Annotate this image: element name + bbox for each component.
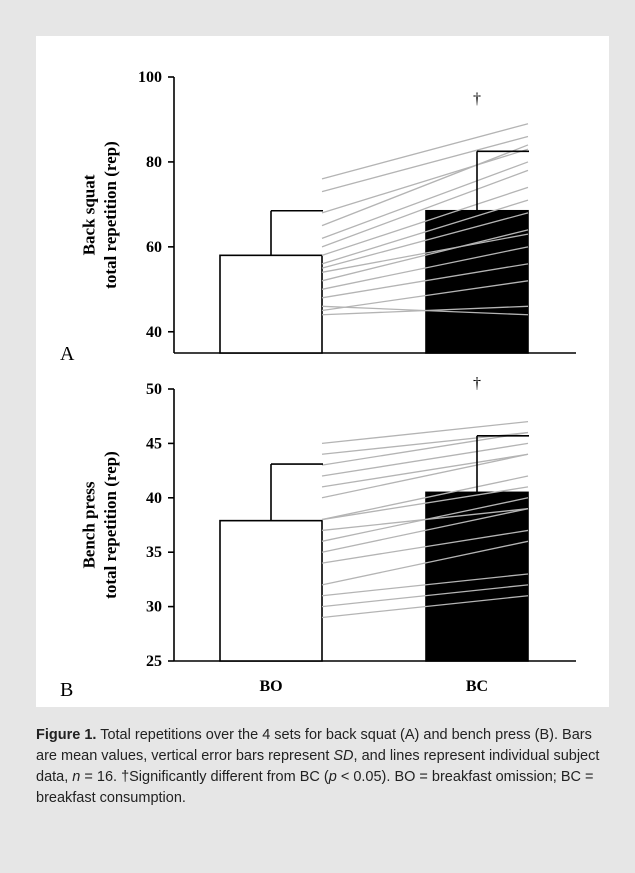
- panel-a-subject-line: [321, 229, 529, 282]
- panel-b-y-tick-label: 25: [146, 653, 162, 670]
- panel-a-subject-line: [321, 186, 529, 256]
- panel-b-y-axis-label: Bench press total repetition (rep): [80, 451, 120, 599]
- panel-a-subject-line: [321, 123, 529, 180]
- panel-a-y-axis-label-line: Back squat: [80, 174, 99, 255]
- caption-text-4: < 0.05). BO = breakfast omission; BC = b…: [36, 769, 594, 806]
- panel-b-y-axis-label-line: total repetition (rep): [101, 451, 120, 599]
- panel-b-y-tick-label: 45: [146, 435, 162, 452]
- caption-text-2: , and lines represent individual subject…: [36, 748, 600, 785]
- panel-b-bar-bo: [219, 519, 323, 662]
- panel-b-category-label-bc: BC: [466, 678, 488, 695]
- panel-b-subject-line: [321, 475, 529, 521]
- panel-b-y-tick-label: 40: [146, 490, 162, 507]
- panel-a-y-axis-label-line: total repetition (rep): [101, 141, 120, 289]
- panel-b-y-axis-label-line: Bench press: [80, 481, 99, 568]
- panel-b-bar-bc: [425, 491, 529, 662]
- panel-a-y-tick-label: 100: [138, 69, 162, 86]
- panel-a-subject-line: [321, 305, 529, 316]
- panel-a-y-tick-label: 40: [146, 324, 162, 341]
- panel-a-subject-line: [321, 135, 529, 193]
- panel-b-subject-line: [321, 453, 529, 488]
- panel-a-subject-line: [321, 212, 529, 269]
- panel-b-significance-marker: †: [473, 375, 481, 392]
- panel-b-category-label-bo: BO: [259, 678, 282, 695]
- panel-a-subject-line: [321, 246, 529, 290]
- panel-a-y-tick-label: 80: [146, 154, 162, 171]
- panel-b-subject-line: [321, 573, 529, 597]
- panel-a-y-axis-label: Back squat total repetition (rep): [80, 141, 120, 289]
- panel-a-panel-letter: A: [60, 343, 75, 365]
- panel-b-subject-line: [321, 453, 529, 499]
- panel-b-subject-line: [321, 442, 529, 477]
- panel-a-bar-bc: [425, 209, 529, 354]
- panel-a-bar-bo: [219, 254, 323, 354]
- panel-b-y-tick-label: 50: [146, 381, 162, 398]
- panel-a-subject-line: [321, 233, 529, 273]
- panel-a-subject-line: [321, 263, 529, 299]
- caption-n: n: [72, 769, 81, 785]
- panel-b-subject-line: [321, 431, 529, 466]
- caption-text-1: Total repetitions over the 4 sets for ba…: [36, 727, 592, 764]
- panel-b-subject-line: [321, 486, 529, 521]
- panel-b-y-tick-label: 35: [146, 544, 162, 561]
- panel-a-subject-line: [321, 144, 529, 227]
- caption-text-3: = 16. †Significantly different from BC (: [80, 769, 329, 785]
- panel-b-y-tick-label: 30: [146, 599, 162, 616]
- panel-b-subject-line: [321, 584, 529, 608]
- panel-a-y-tick-label: 60: [146, 239, 162, 256]
- panel-a-subject-line: [321, 148, 529, 214]
- panel-b-subject-line: [321, 540, 529, 586]
- panel-b-subject-line: [321, 529, 529, 564]
- panel-a-significance-marker: †: [473, 90, 481, 107]
- panel-b-subject-line: [321, 595, 529, 619]
- panel-b-subject-line: [321, 420, 529, 445]
- caption-p: p: [328, 769, 337, 785]
- figure-panel: 40 60 80 100 † Back squat total repetition (re…: [36, 36, 609, 707]
- panel-b-subject-line: [321, 508, 529, 532]
- caption-sd: SD: [333, 748, 354, 764]
- panel-a-subject-line: [321, 161, 529, 239]
- panel-b-panel-letter: B: [60, 679, 73, 701]
- figure-caption: Figure 1. Total repetitions over the 4 s…: [36, 725, 609, 809]
- panel-a-subject-line: [321, 199, 529, 265]
- panel-b-subject-line: [321, 508, 529, 553]
- figure-label: Figure 1.: [36, 727, 97, 743]
- panel-a-subject-line: [321, 169, 529, 248]
- panel-a-subject-line: [321, 280, 529, 312]
